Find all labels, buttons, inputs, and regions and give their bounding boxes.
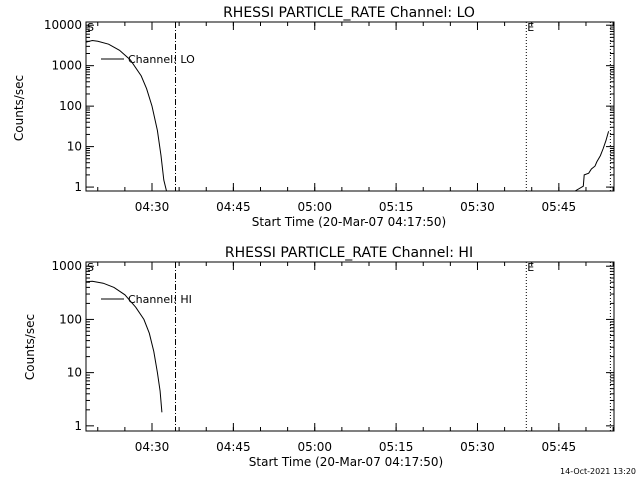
x-tick-label: 04:30 — [135, 440, 170, 454]
y-tick-label: 100 — [59, 312, 82, 326]
plot-axes: 04:30 04:45 05:00 05:15 05:30 05:45 1 10 100 1000 — [51, 259, 615, 454]
legend: Channel: LO — [101, 53, 195, 66]
legend-label: Channel: LO — [128, 53, 195, 66]
y-tick-label: 1 — [74, 419, 82, 433]
y-axis-label: Counts/sec — [23, 314, 37, 380]
marker-label: S — [87, 261, 94, 274]
x-tick-label: 04:45 — [216, 440, 251, 454]
chart-panel-hi: RHESSI PARTICLE_RATE Channel: HI Counts/… — [23, 245, 615, 469]
series-line — [85, 280, 163, 413]
x-tick-label: 04:30 — [135, 200, 170, 214]
chart-title: RHESSI PARTICLE_RATE Channel: HI — [225, 245, 473, 261]
series-line — [574, 131, 610, 192]
chart-panel-lo: RHESSI PARTICLE_RATE Channel: LO Counts/… — [12, 5, 615, 229]
x-axis-label: Start Time (20-Mar-07 04:17:50) — [249, 455, 443, 469]
x-tick-label: 05:45 — [542, 200, 577, 214]
x-tick-label: 05:00 — [297, 440, 332, 454]
x-axis-label: Start Time (20-Mar-07 04:17:50) — [252, 215, 446, 229]
plot-axes: 04:30 04:45 05:00 05:15 05:30 05:45 1 10 100 1000… — [44, 18, 615, 214]
x-tick-label: 05:15 — [379, 440, 414, 454]
y-tick-label: 10000 — [44, 18, 82, 32]
y-tick-label: 10 — [67, 140, 82, 154]
y-tick-label: 1000 — [51, 259, 82, 273]
chart-title: RHESSI PARTICLE_RATE Channel: LO — [223, 5, 475, 21]
x-tick-label: 05:30 — [460, 440, 495, 454]
plot-frame — [85, 261, 615, 432]
x-tick-label: 05:30 — [460, 200, 495, 214]
y-tick-label: 10 — [67, 366, 82, 380]
x-tick-label: 05:15 — [379, 200, 414, 214]
series-line — [85, 39, 167, 192]
y-axis-label: Counts/sec — [12, 75, 26, 141]
legend-label: Channel: HI — [128, 293, 192, 306]
plot-frame — [85, 21, 615, 192]
x-tick-label: 04:45 — [216, 200, 251, 214]
y-tick-label: 100 — [59, 99, 82, 113]
marker-label: E — [527, 261, 534, 274]
legend: Channel: HI — [101, 293, 192, 306]
marker-label: S — [87, 21, 94, 34]
marker-label: E — [527, 21, 534, 34]
x-tick-label: 05:45 — [542, 440, 577, 454]
series-group — [85, 39, 610, 192]
y-tick-label: 1 — [74, 180, 82, 194]
series-group — [85, 280, 163, 413]
timestamp: 14-Oct-2021 13:20 — [560, 467, 636, 476]
y-tick-label: 1000 — [51, 59, 82, 73]
x-tick-label: 05:00 — [297, 200, 332, 214]
